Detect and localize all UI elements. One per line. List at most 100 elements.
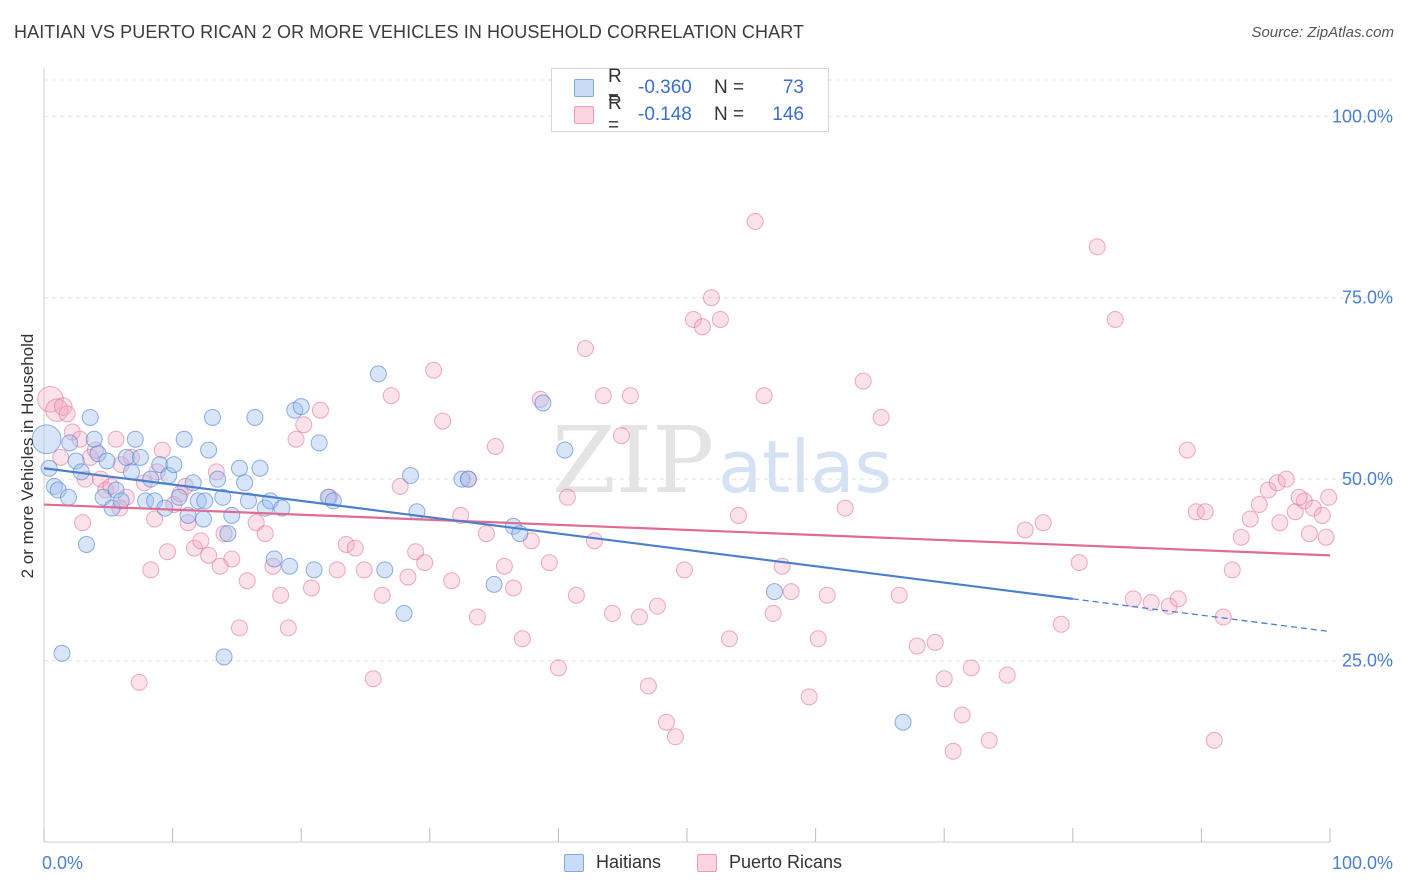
point-puerto-rican	[621, 387, 639, 405]
point-haitian	[98, 452, 116, 470]
point-puerto-rican	[211, 557, 229, 575]
point-puerto-rican	[1300, 525, 1318, 543]
trend-line-haitians	[43, 467, 1073, 600]
legend-series: Haitians Puerto Ricans	[0, 852, 1406, 873]
n-value: 146	[772, 104, 804, 125]
point-puerto-rican	[391, 477, 409, 495]
point-haitian	[200, 441, 218, 459]
point-puerto-rican	[434, 412, 452, 430]
point-haitian	[369, 365, 387, 383]
point-puerto-rican	[328, 561, 346, 579]
point-puerto-rican	[1187, 503, 1205, 521]
point-haitian	[215, 648, 233, 666]
point-puerto-rican	[836, 499, 854, 517]
point-haitian	[117, 448, 135, 466]
haitians-points	[31, 365, 912, 731]
point-haitian	[219, 525, 237, 543]
point-puerto-rican	[549, 659, 567, 677]
point-haitian	[556, 441, 574, 459]
point-puerto-rican	[486, 437, 504, 455]
point-puerto-rican	[935, 670, 953, 688]
point-puerto-rican	[272, 586, 290, 604]
point-haitian	[194, 510, 212, 528]
point-haitian	[67, 452, 85, 470]
n-label: N =	[714, 104, 745, 125]
point-puerto-rican	[122, 448, 140, 466]
point-puerto-rican	[1271, 514, 1289, 532]
point-puerto-rican	[800, 688, 818, 706]
point-haitian	[107, 481, 125, 499]
point-puerto-rican	[594, 387, 612, 405]
point-puerto-rican	[666, 728, 684, 746]
point-puerto-rican	[142, 561, 160, 579]
point-puerto-rican	[230, 619, 248, 637]
point-puerto-rican	[311, 401, 329, 419]
point-haitian	[203, 408, 221, 426]
point-puerto-rican	[746, 213, 764, 231]
r-label: R =	[608, 66, 622, 109]
point-puerto-rican	[302, 579, 320, 597]
point-puerto-rican	[295, 416, 313, 434]
r-label: R =	[608, 93, 622, 136]
point-puerto-rican	[585, 532, 603, 550]
point-puerto-rican	[158, 543, 176, 561]
point-puerto-rican	[1124, 590, 1142, 608]
point-puerto-rican	[382, 387, 400, 405]
axes	[43, 68, 1331, 843]
point-puerto-rican	[425, 361, 443, 379]
point-puerto-rican	[639, 677, 657, 695]
point-puerto-rican	[1106, 310, 1124, 328]
point-puerto-rican	[1250, 496, 1268, 514]
point-puerto-rican	[711, 310, 729, 328]
trend-line-haitians-extension	[1072, 598, 1331, 633]
point-puerto-rican	[399, 568, 417, 586]
point-puerto-rican	[648, 597, 666, 615]
y-tick-label: 50.0%	[1342, 469, 1393, 489]
point-haitian	[453, 470, 471, 488]
haitians-legend-swatch	[563, 853, 584, 872]
point-puerto-rican	[256, 525, 274, 543]
point-puerto-rican	[702, 289, 720, 307]
legend-item-haitians[interactable]: Haitians	[563, 852, 661, 873]
point-puerto-rican	[477, 525, 495, 543]
r-value: -0.360	[638, 77, 692, 98]
point-puerto-rican	[355, 561, 373, 579]
point-puerto-rican	[407, 543, 425, 561]
point-haitian	[142, 470, 160, 488]
point-puerto-rican	[1142, 594, 1160, 612]
point-haitian	[196, 492, 214, 510]
point-puerto-rican	[684, 310, 702, 328]
point-puerto-rican	[1317, 528, 1335, 546]
point-puerto-rican	[247, 514, 265, 532]
point-puerto-rican	[720, 630, 738, 648]
point-puerto-rican	[1232, 528, 1250, 546]
point-puerto-rican	[1259, 481, 1277, 499]
point-puerto-rican	[58, 405, 76, 423]
point-puerto-rican	[1223, 561, 1241, 579]
point-haitian	[59, 488, 77, 506]
watermark-zip: ZIP	[552, 407, 714, 514]
legend-stats: R = -0.360 N = 73 R = -0.148 N = 146	[551, 66, 829, 136]
point-haitian	[122, 463, 140, 481]
point-puerto-rican	[809, 630, 827, 648]
point-puerto-rican	[908, 637, 926, 655]
point-puerto-rican	[675, 561, 693, 579]
point-puerto-rican	[1313, 506, 1331, 524]
point-puerto-rican	[264, 557, 282, 575]
point-puerto-rican	[693, 318, 711, 336]
legend-stats-row-haitians: R = -0.360 N = 73	[574, 66, 804, 109]
point-puerto-rican	[130, 673, 148, 691]
legend-item-puerto-ricans[interactable]: Puerto Ricans	[696, 852, 843, 873]
point-puerto-rican	[567, 586, 585, 604]
haitians-swatch	[574, 79, 594, 97]
point-puerto-rican	[890, 586, 908, 604]
point-puerto-rican	[576, 340, 594, 358]
point-puerto-rican	[755, 387, 773, 405]
point-puerto-rican	[729, 506, 747, 524]
point-puerto-rican	[71, 430, 89, 448]
point-haitian	[214, 488, 232, 506]
point-puerto-rican	[337, 535, 355, 553]
point-puerto-rican	[207, 463, 225, 481]
legend-label-puerto-ricans: Puerto Ricans	[728, 852, 843, 872]
